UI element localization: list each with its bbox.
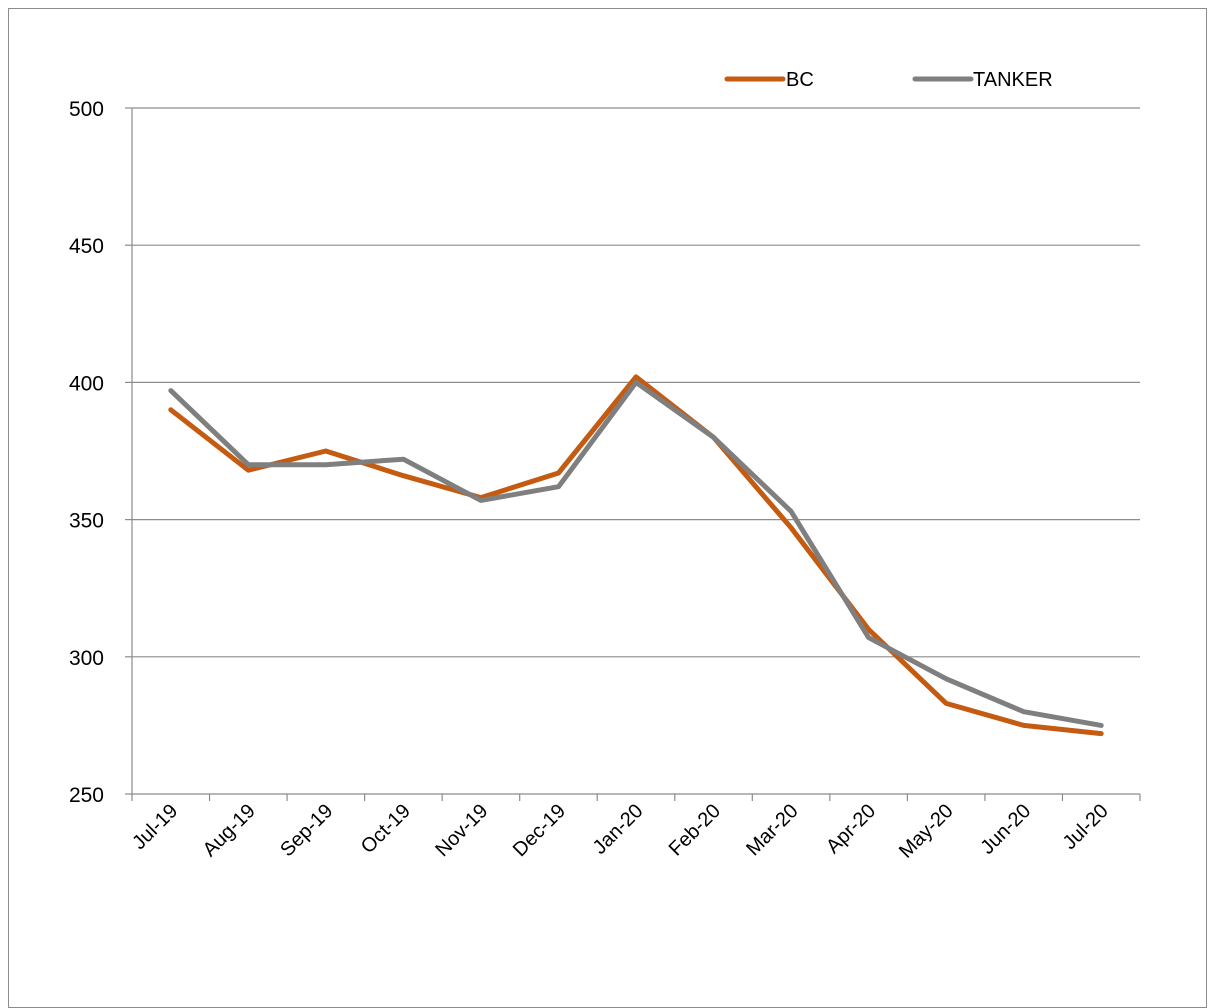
x-tick-label: May-20 bbox=[895, 800, 958, 863]
legend-label-tanker: TANKER bbox=[973, 69, 1053, 91]
x-tick-label: Apr-20 bbox=[822, 800, 880, 858]
x-tick-label: Jan-20 bbox=[589, 800, 648, 859]
x-tick-label: Aug-19 bbox=[199, 800, 260, 861]
axes bbox=[131, 108, 1140, 795]
line-chart: 250 300 350 400 450 500 Jul-19 Aug-19 Sep-19 Oct… bbox=[69, 69, 1141, 863]
series-line-tanker bbox=[168, 379, 1104, 728]
x-tick-label: Nov-19 bbox=[431, 800, 492, 861]
x-tick-label: Mar-20 bbox=[742, 800, 802, 860]
x-tick-label: Jul-19 bbox=[128, 800, 182, 854]
x-tick-label: Dec-19 bbox=[509, 800, 570, 861]
x-tick-label: Jun-20 bbox=[976, 800, 1035, 859]
x-axis-ticks: Jul-19 Aug-19 Sep-19 Oct-19 Nov-19 Dec-19 Jan-… bbox=[128, 794, 1141, 863]
y-tick-label: 400 bbox=[69, 372, 104, 395]
x-tick-label: Feb-20 bbox=[665, 800, 725, 860]
series-line-bc bbox=[168, 374, 1104, 737]
y-tick-label: 450 bbox=[69, 235, 104, 258]
y-tick-label: 500 bbox=[69, 98, 104, 121]
chart-frame bbox=[8, 8, 1207, 1008]
y-axis-ticks: 250 300 350 400 450 500 bbox=[69, 98, 132, 807]
y-tick-label: 250 bbox=[69, 784, 104, 807]
legend-label-bc: BC bbox=[786, 69, 814, 91]
y-tick-label: 350 bbox=[69, 510, 104, 533]
y-tick-label: 300 bbox=[69, 647, 104, 670]
x-tick-label: Sep-19 bbox=[276, 800, 337, 861]
series-lines bbox=[168, 374, 1104, 737]
x-tick-label: Oct-19 bbox=[357, 800, 415, 858]
gridlines bbox=[132, 107, 1140, 658]
legend: BC TANKER bbox=[724, 69, 1053, 91]
x-tick-label: Jul-20 bbox=[1059, 800, 1113, 854]
